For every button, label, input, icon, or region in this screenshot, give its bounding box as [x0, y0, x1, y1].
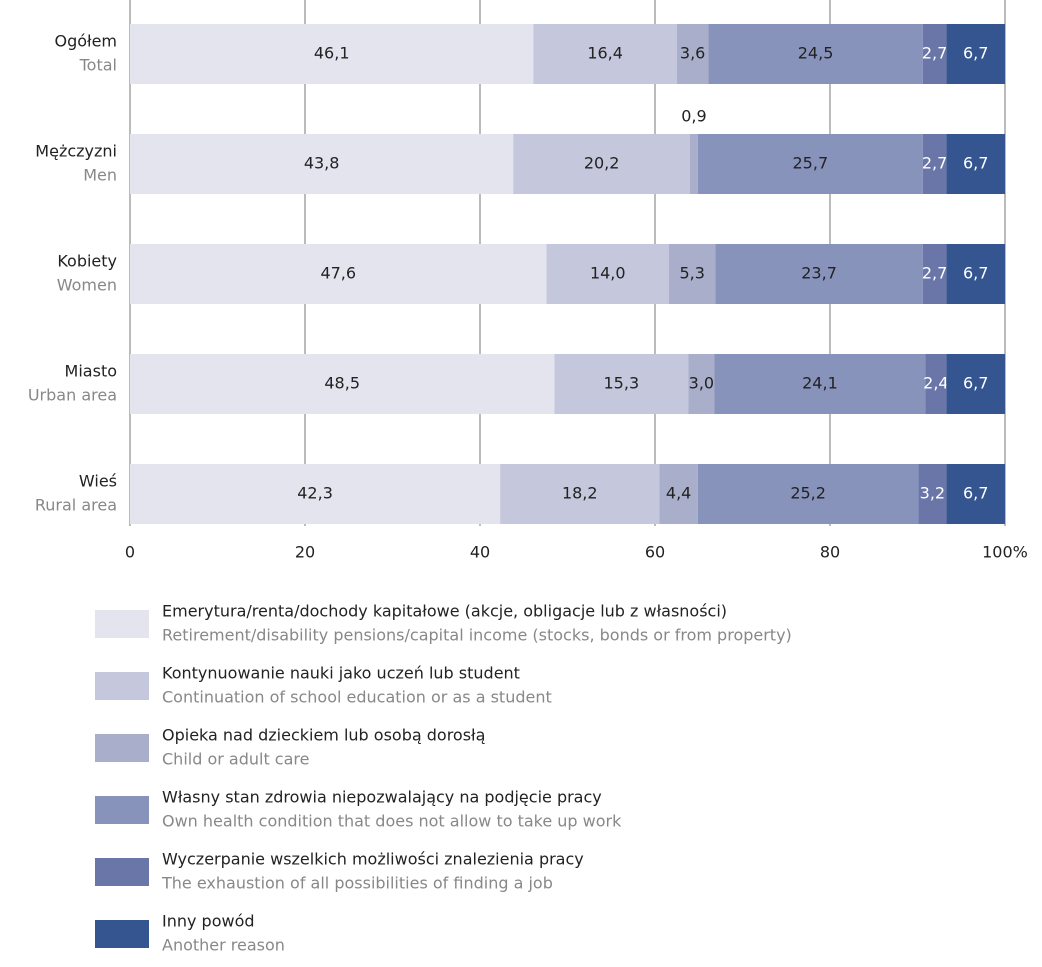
bar-segment	[715, 244, 923, 304]
bar-segment	[546, 244, 669, 304]
x-tick-label: 0	[125, 543, 135, 562]
value-label: 16,4	[587, 44, 623, 63]
legend-subtitle: Child or adult care	[162, 750, 309, 769]
legend-label: Inny powód	[162, 912, 255, 931]
legend-subtitle: Another reason	[162, 936, 285, 955]
bar-segment	[918, 464, 947, 524]
bar-segment	[659, 464, 698, 524]
bar-segment	[946, 244, 1005, 304]
legend-swatch	[95, 672, 149, 700]
value-label: 6,7	[963, 264, 988, 283]
value-label: 18,2	[562, 484, 598, 503]
value-label: 3,2	[920, 484, 945, 503]
x-tick-label: 40	[470, 543, 490, 562]
bar-segment	[130, 464, 501, 524]
bar-segment	[500, 464, 660, 524]
bar-segment	[690, 134, 698, 194]
bar-segment	[688, 354, 715, 414]
bar-segment	[697, 464, 919, 524]
value-label: 2,4	[923, 374, 948, 393]
bar-segment	[130, 354, 555, 414]
legend-swatch	[95, 920, 149, 948]
legend-subtitle: The exhaustion of all possibilities of f…	[161, 874, 553, 893]
value-label: 2,7	[922, 154, 947, 173]
bar-segment	[513, 134, 690, 194]
bar-segment	[669, 244, 716, 304]
bar-segment	[708, 24, 923, 84]
category-subtitle: Men	[83, 166, 117, 185]
x-tick-label: 60	[645, 543, 665, 562]
bar-segment	[130, 244, 547, 304]
value-label: 4,4	[666, 484, 691, 503]
value-label: 48,5	[324, 374, 360, 393]
value-label: 42,3	[297, 484, 333, 503]
x-tick-label: 20	[295, 543, 315, 562]
value-label: 15,3	[604, 374, 640, 393]
category-subtitle: Total	[79, 56, 117, 75]
bar-segment	[922, 24, 947, 84]
value-label: 6,7	[963, 484, 988, 503]
legend-swatch	[95, 796, 149, 824]
legend-swatch	[95, 610, 149, 638]
category-subtitle: Urban area	[28, 386, 117, 405]
value-label: 3,6	[680, 44, 705, 63]
value-label: 25,7	[793, 154, 829, 173]
category-label: Wieś	[79, 472, 117, 491]
value-label: 24,1	[802, 374, 838, 393]
legend-subtitle: Continuation of school education or as a…	[162, 688, 552, 707]
value-label: 24,5	[798, 44, 834, 63]
value-label: 0,9	[681, 107, 706, 126]
x-tick-label: 100%	[982, 543, 1028, 562]
bar-segment	[714, 354, 926, 414]
legend-label: Opieka nad dzieckiem lub osobą dorosłą	[162, 726, 485, 745]
value-label: 14,0	[590, 264, 626, 283]
value-label: 6,7	[963, 44, 988, 63]
bar-segment	[533, 24, 677, 84]
category-label: Mężczyzni	[35, 142, 117, 161]
value-label: 25,2	[790, 484, 826, 503]
value-label: 47,6	[320, 264, 356, 283]
value-label: 2,7	[922, 44, 947, 63]
legend-subtitle: Retirement/disability pensions/capital i…	[162, 626, 792, 645]
bar-segment	[922, 134, 947, 194]
legend-label: Emerytura/renta/dochody kapitałowe (akcj…	[162, 602, 727, 621]
bar-segment	[946, 464, 1005, 524]
bar-segment	[925, 354, 947, 414]
bar-segment	[946, 134, 1005, 194]
value-label: 20,2	[584, 154, 620, 173]
value-label: 5,3	[679, 264, 704, 283]
value-label: 23,7	[801, 264, 837, 283]
x-tick-label: 80	[820, 543, 840, 562]
bar-segment	[130, 134, 514, 194]
value-label: 46,1	[314, 44, 350, 63]
value-label: 6,7	[963, 154, 988, 173]
legend-label: Wyczerpanie wszelkich możliwości znalezi…	[162, 850, 584, 869]
category-subtitle: Women	[57, 276, 117, 295]
category-label: Ogółem	[54, 32, 117, 51]
category-subtitle: Rural area	[35, 496, 117, 515]
legend-label: Kontynuowanie nauki jako uczeń lub stude…	[162, 664, 520, 683]
legend-swatch	[95, 858, 149, 886]
legend-swatch	[95, 734, 149, 762]
value-label: 3,0	[689, 374, 714, 393]
legend-subtitle: Own health condition that does not allow…	[162, 812, 622, 831]
value-label: 6,7	[963, 374, 988, 393]
bar-segment	[946, 24, 1005, 84]
bar-segment	[922, 244, 947, 304]
category-label: Miasto	[65, 362, 117, 381]
value-label: 2,7	[922, 264, 947, 283]
value-label: 43,8	[304, 154, 340, 173]
bar-segment	[697, 134, 923, 194]
legend-label: Własny stan zdrowia niepozwalający na po…	[162, 788, 602, 807]
bar-segment	[676, 24, 709, 84]
bar-segment	[946, 354, 1005, 414]
bar-segment	[130, 24, 534, 84]
category-label: Kobiety	[57, 252, 117, 271]
bar-segment	[554, 354, 689, 414]
